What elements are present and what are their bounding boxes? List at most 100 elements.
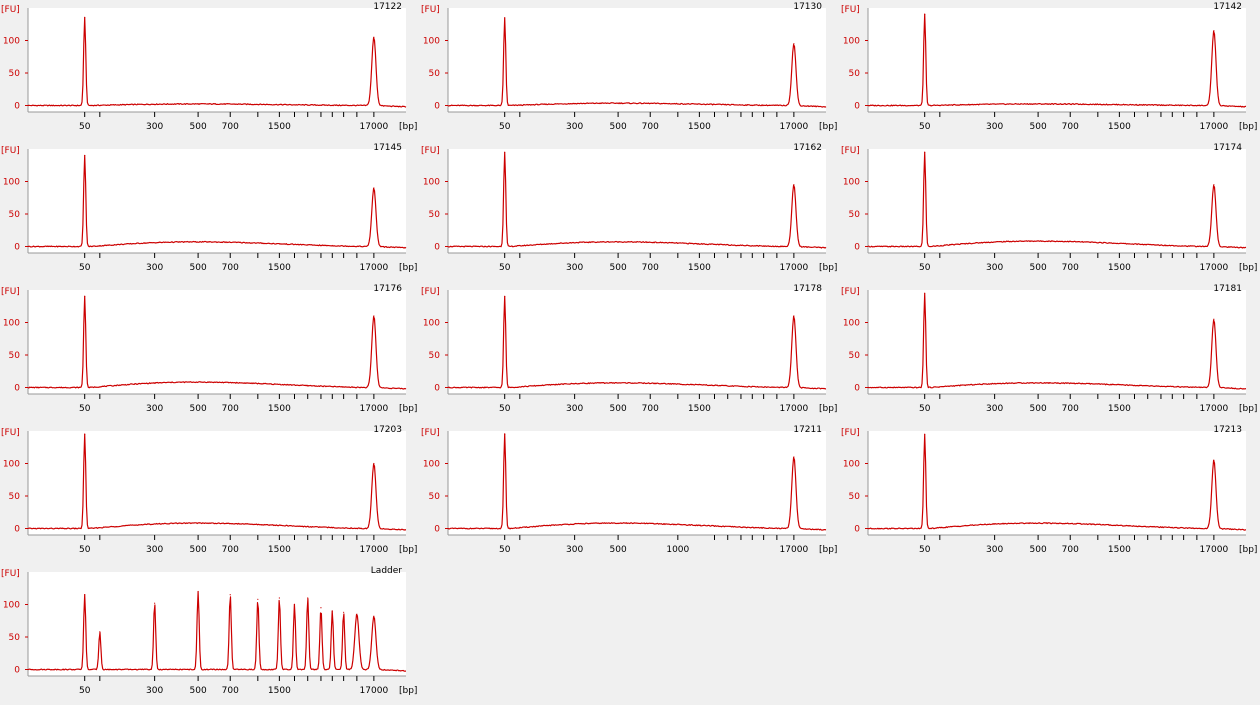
trace-line: [867, 293, 1247, 390]
y-tick-label: 50: [9, 351, 21, 361]
y-tick-label: 100: [843, 460, 860, 470]
x-tick-label: 500: [190, 404, 207, 414]
trace-line: [867, 433, 1246, 531]
electropherogram-panel: [FU] 0 50 100 17211 [bp] 50 300 500 1000 17000: [420, 423, 840, 564]
x-tick-label: 700: [222, 404, 239, 414]
x-axis-label: [bp]: [1239, 122, 1257, 132]
y-tick-label: 100: [3, 601, 20, 611]
x-tick-label: 700: [1062, 545, 1079, 555]
peak-point: [373, 462, 375, 465]
plot-area: [868, 149, 1246, 253]
chart-title: Ladder: [371, 566, 402, 576]
chart-title: 17174: [1213, 143, 1242, 153]
chart-svg: [FU] 0 50 100 17178 [bp] 50 300 500 700 1500 17000: [421, 284, 837, 414]
y-tick-label: 0: [854, 384, 860, 394]
peak-point: [84, 433, 86, 435]
y-tick-label: 0: [434, 384, 440, 394]
trace-line: [447, 17, 827, 108]
x-tick-label: 1500: [1108, 122, 1131, 132]
x-tick-label: 300: [986, 545, 1003, 555]
peak-point: [373, 187, 375, 189]
trace-line: [447, 433, 827, 531]
x-tick-label: 50: [499, 404, 511, 414]
peak-point: [154, 602, 156, 604]
chart-svg: [FU] 0 50 100 17162 [bp] 50 300 500 700 1500 17000: [421, 143, 837, 273]
peak-point: [504, 295, 506, 298]
y-axis-label: [FU]: [1, 287, 20, 297]
peak-point: [278, 597, 280, 599]
x-tick-label: 700: [1062, 263, 1079, 273]
x-tick-label: 500: [190, 122, 207, 132]
x-tick-label: 50: [79, 545, 91, 555]
x-tick-label: 1500: [688, 122, 711, 132]
y-tick-label: 50: [849, 69, 861, 79]
chart-svg: [FU] 0 50 100 17130 [bp] 50 300 500 700 1500 17000: [421, 2, 837, 132]
chart-title: 17176: [373, 284, 402, 294]
plot-area: [28, 572, 406, 676]
y-tick-label: 50: [429, 351, 441, 361]
y-tick-label: 0: [854, 525, 860, 535]
y-axis-label: [FU]: [1, 5, 20, 15]
y-axis-label: [FU]: [841, 287, 860, 297]
x-tick-label: 1500: [268, 122, 291, 132]
electropherogram-panel: [FU] 0 50 100 17213 [bp] 50 300 500 700 1500 17000: [840, 423, 1260, 564]
y-axis-label: [FU]: [1, 146, 20, 156]
x-tick-label: 50: [79, 404, 91, 414]
y-axis-label: [FU]: [1, 428, 20, 438]
peak-point: [373, 315, 375, 317]
y-axis-label: [FU]: [841, 146, 860, 156]
y-tick-label: 50: [429, 69, 441, 79]
x-tick-label: 1500: [688, 404, 711, 414]
x-tick-label: 50: [499, 263, 511, 273]
x-tick-label: 50: [919, 263, 931, 273]
peak-point: [1213, 184, 1215, 186]
peak-point: [793, 456, 795, 458]
chart-svg: [FU] 0 50 100 Ladder [bp] 50 300 500 700 1500 17000: [1, 566, 417, 696]
chart-svg: [FU] 0 50 100 17176 [bp] 50 300 500 700 1500 17000: [1, 284, 417, 414]
plot-area: [448, 8, 826, 112]
x-axis-label: [bp]: [399, 122, 417, 132]
peak-point: [99, 631, 101, 633]
chart-svg: [FU] 0 50 100 17142 [bp] 50 300 500 700 1500 17000: [841, 2, 1257, 132]
x-axis-label: [bp]: [1239, 404, 1257, 414]
x-tick-label: 300: [146, 122, 163, 132]
x-axis-label: [bp]: [399, 686, 417, 696]
x-axis-label: [bp]: [819, 122, 837, 132]
x-tick-label: 50: [79, 263, 91, 273]
electropherogram-panel: [FU] 0 50 100 17176 [bp] 50 300 500 700 1500 17000: [0, 282, 420, 423]
peak-point: [84, 154, 86, 157]
peak-point: [924, 151, 926, 153]
x-tick-label: 700: [222, 686, 239, 696]
x-tick-label: 500: [190, 686, 207, 696]
y-tick-label: 100: [3, 178, 20, 188]
y-tick-label: 100: [423, 37, 440, 47]
y-tick-label: 100: [3, 460, 20, 470]
trace-line: [447, 295, 827, 390]
y-tick-label: 100: [423, 460, 440, 470]
chart-title: 17181: [1213, 284, 1242, 294]
x-tick-label: 1500: [1108, 263, 1131, 273]
plot-area: [28, 8, 406, 112]
x-axis-label: [bp]: [1239, 263, 1257, 273]
x-tick-label: 17000: [360, 545, 389, 555]
x-tick-label: 1500: [268, 263, 291, 273]
x-tick-label: 700: [642, 263, 659, 273]
y-tick-label: 50: [9, 210, 21, 220]
y-tick-label: 0: [854, 243, 860, 253]
x-tick-label: 17000: [780, 263, 809, 273]
x-tick-label: 300: [566, 122, 583, 132]
y-tick-label: 0: [14, 243, 20, 253]
x-tick-label: 300: [566, 404, 583, 414]
x-tick-label: 500: [190, 263, 207, 273]
y-tick-label: 50: [429, 210, 441, 220]
peak-point: [197, 590, 199, 593]
chart-title: 17178: [793, 284, 822, 294]
peak-point: [84, 295, 86, 298]
x-tick-label: 700: [222, 545, 239, 555]
y-axis-label: [FU]: [421, 5, 440, 15]
x-axis-label: [bp]: [399, 404, 417, 414]
y-tick-label: 100: [3, 319, 20, 329]
trace-line: [867, 13, 1247, 108]
y-tick-label: 50: [9, 633, 21, 643]
